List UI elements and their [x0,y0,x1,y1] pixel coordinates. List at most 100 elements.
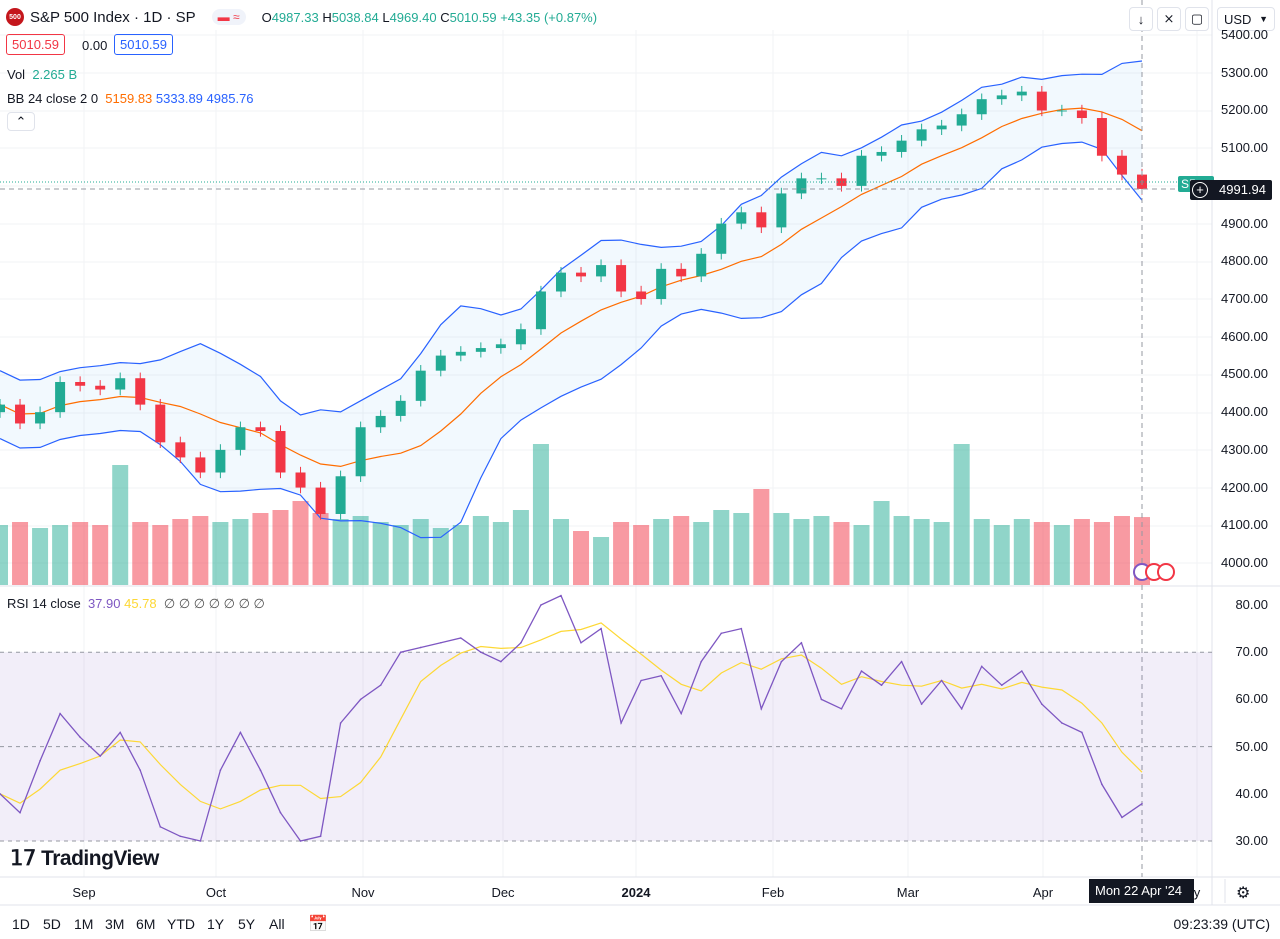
volume-bar [332,519,349,585]
rsi-point [239,731,242,734]
add-alert-icon[interactable]: + [1192,182,1208,198]
price-axis-label: 4700.00 [1221,291,1268,307]
rsi-point [279,811,282,814]
volume-bar [352,516,369,585]
volume-bar [372,522,389,585]
rsi-point [1041,703,1043,705]
volume-bar [552,519,569,585]
rsi-point [660,675,662,677]
rsi-point [620,722,622,724]
candle-body [756,212,767,228]
candle-body [776,193,787,228]
rsi-point [1081,731,1083,734]
spread-value: 0.00 [82,38,108,53]
clock[interactable]: 09:23:39 (UTC) [1173,916,1270,932]
rsi-point [820,698,823,701]
candle-body [75,381,86,386]
range-button-5d[interactable]: 5D [43,916,61,932]
bb-basis-line [0,107,1143,468]
volume-bar [532,444,549,585]
rsi-point [19,811,21,814]
candle-body [736,212,747,224]
range-button-5y[interactable]: 5Y [238,916,256,932]
candle-body [1036,91,1047,111]
rsi-point [580,641,582,644]
volume-bar [0,525,8,585]
candle-body [716,223,727,254]
bb-lower-line [0,141,1143,539]
time-axis-label: 2024 [621,885,651,900]
price-axis-label: 5100.00 [1221,140,1268,156]
volume-bar [613,522,630,585]
volume-bar [853,525,870,585]
volume-bar [1093,522,1110,585]
price-axis-label: 4300.00 [1221,441,1268,457]
rsi-point [920,703,923,705]
volume-bar [993,525,1010,585]
range-button-1d[interactable]: 1D [12,916,30,932]
volume-bar [833,522,850,585]
time-axis-label: Dec [491,885,515,900]
rsi-point [1141,802,1143,805]
candle-body [656,268,667,300]
buy-button[interactable]: 5010.59 [114,34,173,55]
rsi-point [139,769,142,771]
candle-body [255,427,266,432]
rsi-point [59,712,61,715]
candle-body [95,385,106,390]
candle-body [836,178,847,186]
candle-body [275,431,286,473]
rsi-point [840,708,843,710]
candle-body [616,265,627,292]
volume-bar [292,501,309,585]
sell-button[interactable]: 5010.59 [6,34,65,55]
rsi-point [99,755,101,757]
candle-body [235,427,246,450]
scroll-down-icon[interactable]: ↓ [1129,7,1153,31]
fullscreen-icon[interactable]: ▢ [1185,7,1209,31]
volume-bar [212,522,229,585]
volume-bar [172,519,189,585]
price-axis-label: 4900.00 [1221,215,1268,231]
rsi-axis-label: 60.00 [1235,691,1268,707]
candle-body [576,272,587,277]
range-button-1m[interactable]: 1M [74,916,94,932]
range-button-ytd[interactable]: YTD [167,916,195,932]
candle-body [35,412,46,424]
rsi-point [600,627,602,630]
rsi-point [720,632,723,635]
candle-body [596,265,607,277]
bb-fill [0,61,1142,538]
rsi-point [79,736,81,738]
candle-body [816,178,827,180]
rsi-point [1101,783,1103,786]
rsi-point [800,641,803,644]
rsi-point [1000,684,1003,687]
volume-bar [312,513,329,585]
symbol-title[interactable]: S&P 500 Index · 1D · SP [30,8,196,26]
volume-bar [733,513,750,585]
candle-body [375,415,386,428]
wave-icon[interactable]: ▬ ≈ [211,9,246,25]
currency-select[interactable]: USD ▼ [1217,7,1275,31]
rsi-point [359,698,362,701]
range-button-1y[interactable]: 1Y [207,916,225,932]
collapse-icon[interactable]: ⨯ [1157,7,1181,31]
range-button-6m[interactable]: 6M [136,916,156,932]
volume-bar [673,516,690,585]
volume-bar [633,525,650,585]
range-button-3m[interactable]: 3M [105,916,125,932]
candle-body [1056,110,1067,112]
volume-bar [512,510,529,585]
range-button-all[interactable]: All [269,916,285,932]
collapse-legend-button[interactable]: ⌃ [7,112,35,131]
candle-body [195,457,206,473]
settings-gear-icon[interactable]: ⚙ [1236,885,1251,902]
rsi-point [1020,670,1023,672]
event-flag-icon [1157,563,1175,581]
volume-bar [472,516,489,585]
date-range-calendar-icon[interactable]: 📅 [308,916,328,933]
volume-bar [12,522,29,585]
rsi-ma-line [0,622,1143,810]
